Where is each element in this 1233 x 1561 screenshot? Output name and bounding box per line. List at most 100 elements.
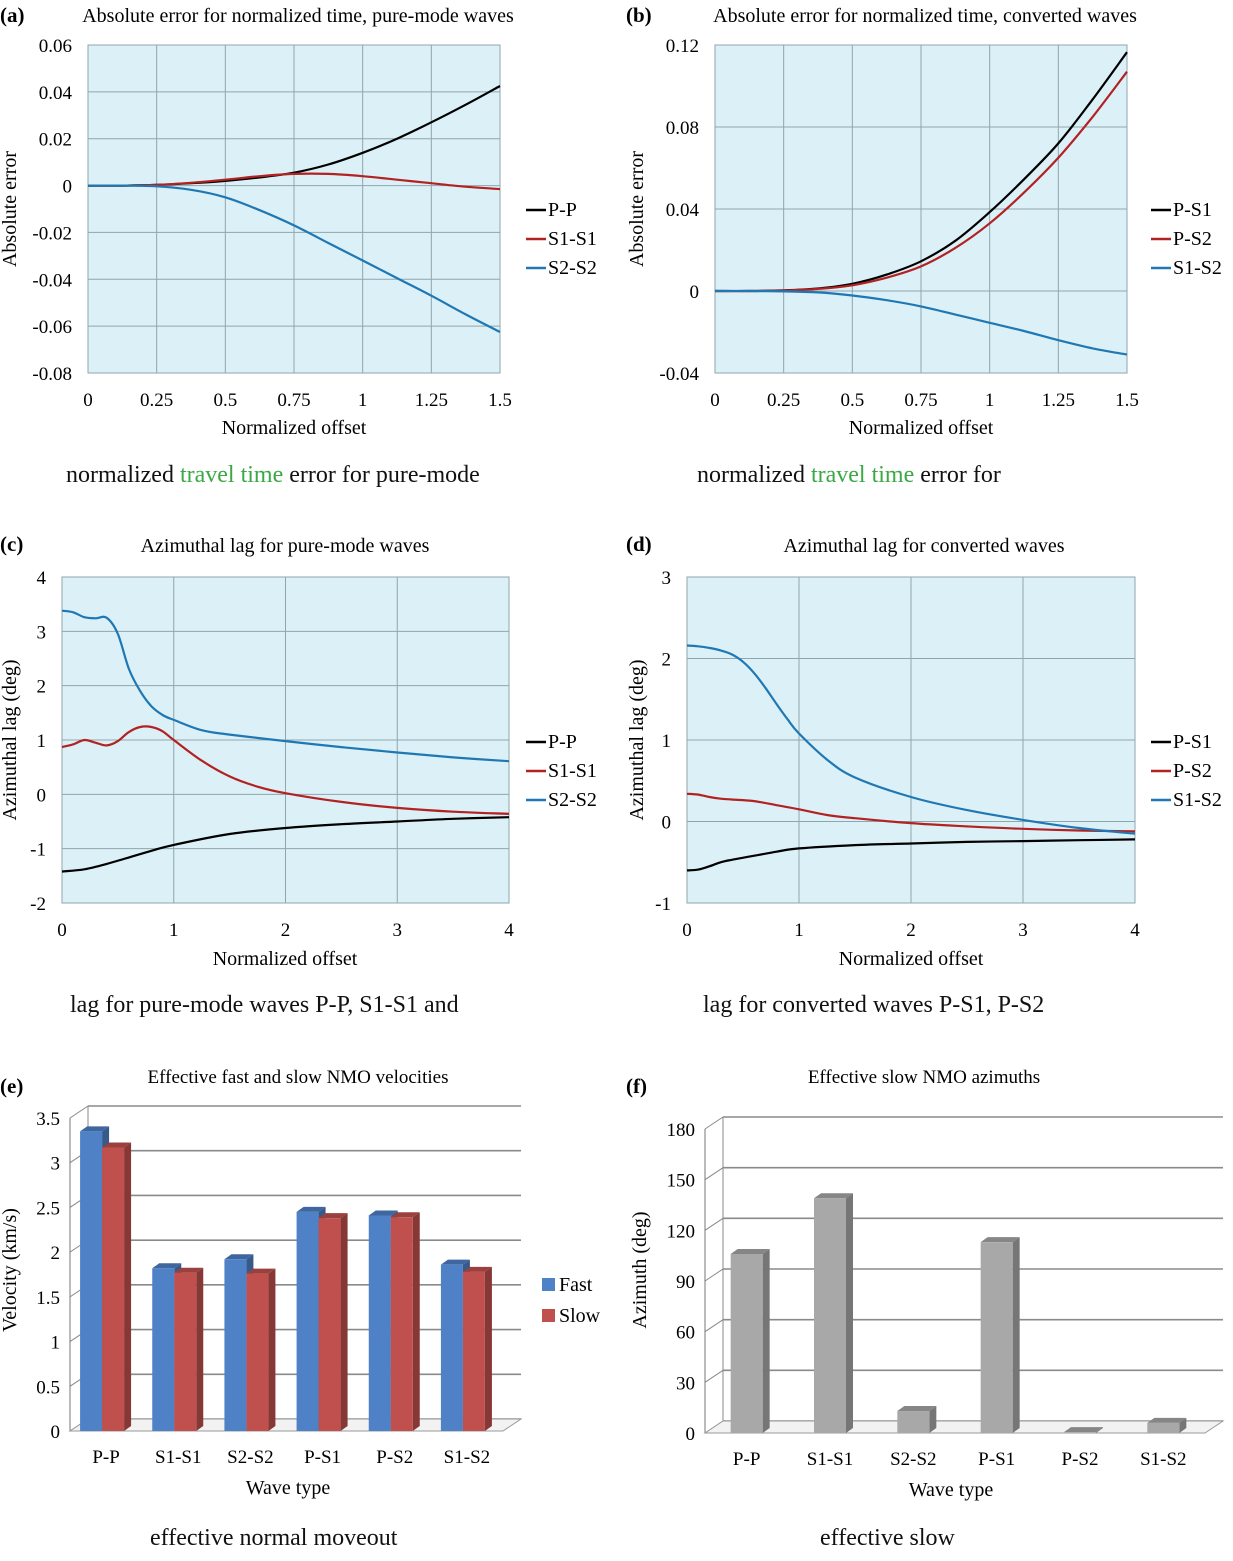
- x-tick-label: 1: [794, 920, 804, 941]
- x-tick-label: P-P: [733, 1449, 760, 1470]
- grid-line-depth: [704, 1217, 724, 1231]
- bar-value-s1-s2: [1147, 1417, 1187, 1433]
- legend-label: S2-S2: [548, 789, 597, 811]
- legend-label: S1-S2: [1173, 257, 1222, 279]
- y-tick-label: 0: [37, 785, 47, 806]
- x-tick-label: S2-S2: [890, 1449, 936, 1470]
- y-tick-label: 1.5: [36, 1288, 60, 1309]
- x-tick-label: 0.25: [767, 390, 800, 411]
- caption-c: lag for pure-mode waves P-P, S1-S1 and: [70, 992, 459, 1018]
- y-tick-label: 180: [667, 1120, 696, 1141]
- y-tick-label: 2.5: [36, 1198, 60, 1219]
- x-tick-label: 0.5: [213, 390, 237, 411]
- y-axis-label: Velocity (km/s): [0, 1208, 21, 1332]
- y-tick-label: 150: [667, 1171, 696, 1192]
- bar-front: [814, 1198, 846, 1433]
- legend-label: P-S2: [1173, 228, 1212, 250]
- bar-slow-s1-s1: [174, 1267, 204, 1431]
- bar-side: [762, 1248, 770, 1433]
- bar-front: [462, 1271, 485, 1431]
- chart-b: 0 0.25 0.5 0.75 1 1.25 1.5 -0.04 0 0.04 0.08 0.12 P-…: [626, 3, 1222, 439]
- bar-front: [897, 1411, 930, 1433]
- panel-label: (a): [0, 3, 25, 27]
- bar-top: [368, 1210, 398, 1216]
- y-tick-label: -0.06: [32, 317, 72, 338]
- legend-label: S1-S1: [548, 760, 597, 782]
- y-tick-label: 2: [662, 650, 672, 671]
- bar-slow-s2-s2: [246, 1268, 276, 1431]
- bar-value-p-s1: [980, 1237, 1020, 1433]
- bar-front: [368, 1215, 391, 1431]
- panel-label: (b): [626, 3, 652, 27]
- bar-side: [196, 1267, 204, 1431]
- caption-d: lag for converted waves P-S1, P-S2: [703, 992, 1045, 1018]
- x-tick-label: 0.5: [840, 390, 864, 411]
- bar-front: [224, 1259, 247, 1431]
- y-tick-label: 0: [63, 177, 73, 198]
- y-tick-label: 60: [676, 1323, 695, 1344]
- x-tick-label: 1.5: [488, 390, 512, 411]
- y-tick-label: -1: [655, 894, 671, 915]
- chart-f: 0 30 60 90 120 150 180 P-P S1-S1 S2-S2 P-S1 P-S2 S1-…: [626, 1067, 1225, 1501]
- y-tick-label: 1: [662, 731, 672, 752]
- y-tick-label: 0: [51, 1422, 61, 1443]
- legend-label: P-S1: [1173, 199, 1212, 221]
- grid-line-depth: [704, 1319, 724, 1333]
- legend-label: S2-S2: [548, 257, 597, 279]
- series-line-s1-s2: [686, 644, 1136, 835]
- y-tick-label: 4: [37, 568, 47, 589]
- y-axis-label: Azimuth (deg): [629, 1211, 651, 1328]
- chart-title: Absolute error for normalized time, pure…: [82, 5, 514, 27]
- chart-title: Absolute error for normalized time, conv…: [713, 5, 1137, 27]
- x-tick-label: S1-S1: [807, 1449, 853, 1470]
- y-axis-label: Absolute error: [626, 151, 648, 267]
- bar-top: [174, 1267, 204, 1273]
- x-tick-label: 0: [57, 920, 67, 941]
- legend-label: Fast: [559, 1274, 593, 1296]
- bar-top: [814, 1193, 853, 1199]
- x-tick-label: 0: [710, 390, 720, 411]
- x-tick-label: P-S1: [978, 1449, 1015, 1470]
- grid-line-depth: [704, 1167, 724, 1181]
- bar-side: [1012, 1237, 1020, 1433]
- y-tick-label: 0: [690, 282, 700, 303]
- y-tick-label: -1: [30, 840, 46, 861]
- y-tick-label: -2: [30, 894, 46, 915]
- x-tick-label: 0.75: [904, 390, 937, 411]
- bar-front: [440, 1264, 463, 1431]
- bar-front: [246, 1273, 269, 1431]
- bar-front: [296, 1211, 319, 1431]
- x-tick-label: 0: [83, 390, 93, 411]
- x-tick-label: 4: [1130, 920, 1140, 941]
- legend-label: P-P: [548, 731, 577, 753]
- y-tick-label: 3: [662, 568, 672, 589]
- y-tick-label: 30: [676, 1373, 695, 1394]
- x-tick-label: 2: [281, 920, 291, 941]
- x-tick-label: S2-S2: [227, 1447, 273, 1468]
- y-tick-label: 1: [51, 1333, 61, 1354]
- x-axis-label: Normalized offset: [213, 948, 358, 970]
- bar-top: [246, 1268, 276, 1274]
- bar-front: [1064, 1432, 1096, 1433]
- panel-label: (e): [0, 1074, 23, 1098]
- series-line-s1-s1: [87, 172, 501, 191]
- bar-top: [440, 1259, 470, 1265]
- bar-value-p-p: [730, 1248, 770, 1433]
- y-tick-label: 0.06: [39, 36, 72, 57]
- x-axis-label: Normalized offset: [849, 417, 994, 439]
- bar-top: [296, 1206, 326, 1212]
- y-tick-label: 0: [662, 813, 672, 834]
- x-tick-label: 0: [682, 920, 692, 941]
- bar-front: [980, 1242, 1013, 1433]
- x-tick-label: 3: [393, 920, 403, 941]
- y-tick-label: 2: [51, 1243, 61, 1264]
- bar-top: [1064, 1427, 1103, 1433]
- chart-title: Azimuthal lag for pure-mode waves: [141, 535, 430, 557]
- legend-label: P-S2: [1173, 760, 1212, 782]
- bar-front: [102, 1147, 125, 1431]
- x-tick-label: P-P: [92, 1447, 119, 1468]
- bar-front: [730, 1253, 763, 1433]
- legend-label: Slow: [559, 1305, 601, 1327]
- y-tick-label: 90: [676, 1272, 695, 1293]
